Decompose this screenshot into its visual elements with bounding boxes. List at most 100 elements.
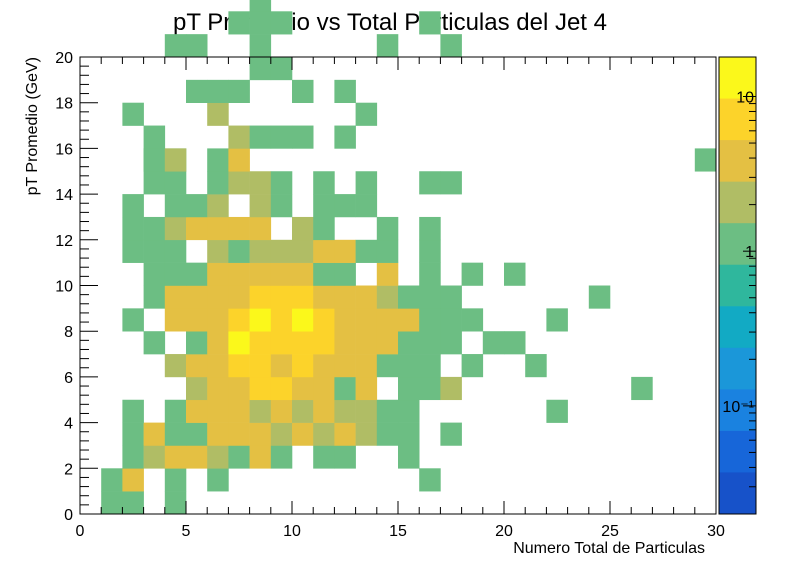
heatmap-cell <box>334 125 356 149</box>
heatmap-cell <box>164 354 187 378</box>
heatmap-cell <box>143 148 166 172</box>
heatmap-cell <box>398 376 420 401</box>
y-axis-label: pT Promedio (GeV) <box>24 57 41 195</box>
heatmap-cell <box>334 308 356 332</box>
heatmap-cell <box>313 376 335 401</box>
heatmap-cell <box>249 171 272 195</box>
heatmap-cell <box>249 57 272 81</box>
heatmap-cell <box>546 399 568 423</box>
heatmap-cell <box>249 194 272 218</box>
heatmap-cell <box>207 102 229 126</box>
heatmap-cell <box>376 34 399 58</box>
heatmap-cell <box>440 308 462 332</box>
heatmap-cell <box>122 422 144 446</box>
heatmap-cell <box>122 308 144 332</box>
colorbar-segment <box>719 430 756 473</box>
heatmap-cell <box>228 171 250 195</box>
heatmap-cell <box>461 354 484 378</box>
heatmap-cell <box>207 376 229 401</box>
heatmap-cell <box>143 285 166 309</box>
heatmap-cell <box>419 331 441 355</box>
heatmap-cell <box>186 262 208 286</box>
heatmap-cell <box>398 331 420 355</box>
colorbar-segment <box>719 140 756 183</box>
colorbar-segment <box>719 347 756 390</box>
x-tick-label: 30 <box>707 523 725 540</box>
x-axis-label: Numero Total de Particulas <box>513 540 705 557</box>
heatmap-cell <box>186 331 208 355</box>
heatmap-cell <box>313 194 335 218</box>
y-tick-label: 6 <box>64 370 73 387</box>
heatmap-cell <box>292 331 314 355</box>
heatmap-cell <box>292 125 314 149</box>
heatmap-cell <box>186 79 208 103</box>
heatmap-cell <box>504 331 526 355</box>
heatmap-cell <box>419 216 441 241</box>
heatmap-cell <box>292 285 314 309</box>
heatmap-cell <box>101 468 123 492</box>
y-tick-label: 20 <box>55 50 73 67</box>
heatmap-cell <box>164 422 187 446</box>
colorbar-segment <box>719 472 756 515</box>
heatmap-cell <box>186 354 208 378</box>
colorbar-segment <box>719 98 756 141</box>
heatmap-cell <box>143 239 166 263</box>
heatmap-cell <box>398 445 420 469</box>
heatmap-cell <box>504 262 526 286</box>
y-tick-label: 14 <box>55 187 73 204</box>
heatmap-cell <box>228 445 250 469</box>
heatmap-cell <box>313 285 335 309</box>
x-tick-label: 0 <box>76 523 85 540</box>
heatmap-cell <box>313 399 335 423</box>
heatmap-cell <box>122 468 144 492</box>
heatmap-cell <box>355 239 378 263</box>
heatmap-cell <box>334 262 356 286</box>
y-tick-label: 10 <box>55 279 73 296</box>
heatmap-cell <box>270 445 293 469</box>
heatmap-cell <box>249 262 272 286</box>
heatmap-cell <box>419 239 441 263</box>
colorbar-segment <box>719 181 756 224</box>
heatmap-cell <box>228 422 250 446</box>
heatmap-cell <box>525 354 547 378</box>
heatmap-cell <box>122 445 144 469</box>
heatmap-cell <box>419 171 441 195</box>
heatmap-cell <box>186 216 208 241</box>
heatmap-cell <box>228 148 250 172</box>
heatmap-cell <box>440 171 462 195</box>
heatmap-cell <box>292 79 314 103</box>
heatmap-cell <box>376 262 399 286</box>
heatmap-cell <box>228 376 250 401</box>
heatmap-cell <box>588 285 611 309</box>
y-axis-ticks: 0 2 4 6 8 10 12 14 16 18 20 <box>55 50 98 524</box>
heatmap-cell <box>292 308 314 332</box>
y-tick-label: 2 <box>64 461 73 478</box>
heatmap-cell <box>228 216 250 241</box>
heatmap-cell <box>164 491 187 515</box>
heatmap-cell <box>270 354 293 378</box>
heatmap-cell <box>186 308 208 332</box>
heatmap-cell <box>355 399 378 423</box>
heatmap-cell <box>419 262 441 286</box>
heatmap-cell <box>228 239 250 263</box>
heatmap-cell <box>292 354 314 378</box>
heatmap-cell <box>249 308 272 332</box>
heatmap-cell <box>228 399 250 423</box>
heatmap-cell <box>207 216 229 241</box>
heatmap-cell <box>164 148 187 172</box>
heatmap-cell <box>164 194 187 218</box>
heatmap-cell <box>376 354 399 378</box>
heatmap-cell <box>207 148 229 172</box>
heatmap-cell <box>334 331 356 355</box>
heatmap-cell <box>376 308 399 332</box>
heatmap-cell <box>249 11 272 35</box>
heatmap-cell <box>164 171 187 195</box>
heatmap-cell <box>440 376 462 401</box>
heatmap-cell <box>270 422 293 446</box>
y-tick-label: 0 <box>64 507 73 524</box>
heatmap-cell <box>313 331 335 355</box>
heatmap-cell <box>419 468 441 492</box>
heatmap-cell <box>631 376 653 401</box>
heatmap-cell <box>355 422 378 446</box>
heatmap-cell <box>546 308 568 332</box>
